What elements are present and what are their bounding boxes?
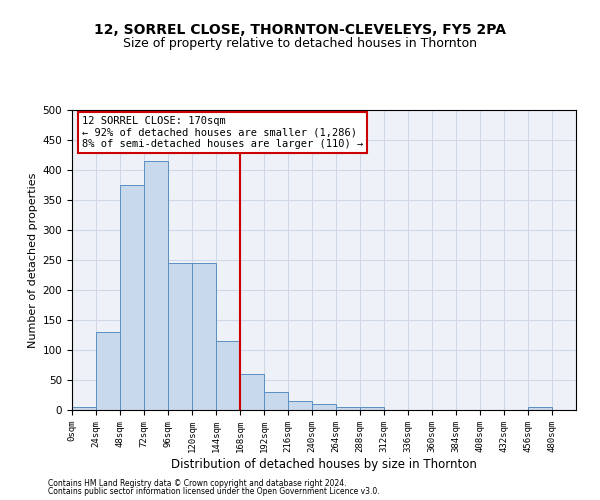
Text: Size of property relative to detached houses in Thornton: Size of property relative to detached ho…: [123, 38, 477, 51]
Bar: [240, 374, 264, 410]
Bar: [360, 407, 384, 410]
Bar: [168, 263, 192, 410]
Bar: [192, 263, 216, 410]
X-axis label: Distribution of detached houses by size in Thornton: Distribution of detached houses by size …: [171, 458, 477, 470]
Bar: [528, 407, 552, 410]
Bar: [264, 392, 288, 410]
Text: Contains HM Land Registry data © Crown copyright and database right 2024.: Contains HM Land Registry data © Crown c…: [48, 478, 347, 488]
Bar: [336, 407, 360, 410]
Text: Contains public sector information licensed under the Open Government Licence v3: Contains public sector information licen…: [48, 487, 380, 496]
Bar: [288, 401, 312, 410]
Bar: [120, 185, 144, 410]
Bar: [216, 341, 240, 410]
Text: 12 SORREL CLOSE: 170sqm
← 92% of detached houses are smaller (1,286)
8% of semi-: 12 SORREL CLOSE: 170sqm ← 92% of detache…: [82, 116, 363, 149]
Bar: [144, 161, 168, 410]
Text: 12, SORREL CLOSE, THORNTON-CLEVELEYS, FY5 2PA: 12, SORREL CLOSE, THORNTON-CLEVELEYS, FY…: [94, 22, 506, 36]
Bar: [72, 407, 96, 410]
Y-axis label: Number of detached properties: Number of detached properties: [28, 172, 38, 348]
Bar: [96, 332, 120, 410]
Bar: [312, 404, 336, 410]
